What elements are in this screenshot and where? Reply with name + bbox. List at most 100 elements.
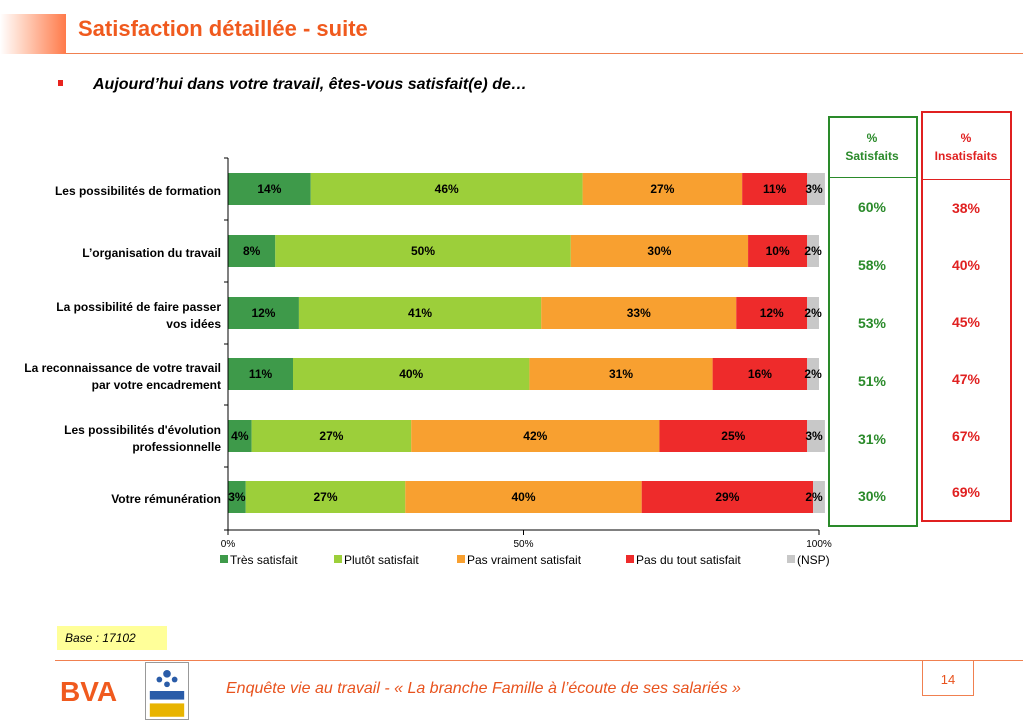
title-accent-bar — [0, 14, 66, 54]
bar-segment — [228, 173, 311, 205]
category-label: La reconnaissance de votre travail — [24, 361, 221, 375]
base-note: Base : 17102 — [57, 626, 167, 650]
bar-segment — [807, 420, 825, 452]
category-label: Votre rémunération — [111, 492, 221, 506]
data-label: 3% — [228, 490, 246, 504]
data-label: 8% — [243, 244, 261, 258]
bar-segment — [529, 358, 713, 390]
legend-label: Pas du tout satisfait — [636, 553, 741, 567]
bar-segment — [228, 235, 276, 267]
data-label: 11% — [763, 182, 787, 196]
insatisfaits-header-divider — [921, 179, 1012, 180]
satisfaits-value: 30% — [857, 488, 887, 504]
insatisfaits-value: 47% — [951, 371, 981, 387]
legend-swatch — [787, 555, 795, 563]
data-label: 16% — [748, 367, 772, 381]
legend-label: Très satisfait — [230, 553, 298, 567]
data-label: 25% — [721, 429, 745, 443]
data-label: 14% — [257, 182, 281, 196]
title-divider — [66, 53, 1023, 54]
insatisfaits-box — [921, 111, 1012, 522]
bar-segment — [807, 297, 819, 329]
data-label: 29% — [715, 490, 739, 504]
footer-divider — [55, 660, 1023, 661]
bar-segment — [245, 481, 406, 513]
axis-layer: 0% 50% 100% — [221, 157, 832, 550]
category-label: Les possibilités de formation — [55, 184, 221, 198]
insatisfaits-value: 40% — [951, 257, 981, 273]
category-label: Les possibilités d'évolution — [64, 423, 221, 437]
legend-label: (NSP) — [797, 553, 830, 567]
legend-layer: Très satisfait Plutôt satisfait Pas vraime… — [220, 553, 830, 567]
bar-segment — [641, 481, 814, 513]
bar-segment — [807, 173, 825, 205]
survey-question: Aujourd’hui dans votre travail, êtes-vou… — [93, 76, 527, 93]
satisfaits-box — [828, 116, 918, 527]
insatisfaits-header-line2: Insatisfaits — [934, 149, 998, 163]
data-label: 30% — [647, 244, 671, 258]
data-label: 12% — [251, 306, 275, 320]
bar-segment — [807, 358, 819, 390]
bar-segment — [742, 173, 808, 205]
data-label: 4% — [231, 429, 249, 443]
satisfaits-value: 60% — [857, 199, 887, 215]
bar-segment — [659, 420, 808, 452]
page-title: Satisfaction détaillée - suite — [78, 16, 368, 41]
bva-logo-text: BVA — [60, 676, 117, 706]
legend-swatch — [334, 555, 342, 563]
insatisfaits-value: 67% — [951, 428, 981, 444]
data-label: 40% — [399, 367, 423, 381]
category-label: par votre encadrement — [92, 378, 221, 392]
legend-swatch — [626, 555, 634, 563]
bar-segment — [807, 235, 819, 267]
data-label: 3% — [805, 429, 823, 443]
data-label: 3% — [805, 182, 823, 196]
satisfaits-value: 51% — [857, 373, 887, 389]
data-label: 10% — [766, 244, 790, 258]
bars-layer: 14% 46% 27% 11% 3% 8% 50% 30% 10% 2% 12% 41% 33% 12% 2… — [228, 173, 825, 513]
data-label: 2% — [804, 367, 822, 381]
bar-segment — [411, 420, 660, 452]
x-tick-label: 100% — [806, 539, 832, 550]
data-label: 2% — [804, 244, 822, 258]
data-label: 31% — [609, 367, 633, 381]
category-label: L’organisation du travail — [82, 246, 221, 260]
bar-segment — [251, 420, 412, 452]
bar-segment — [310, 173, 583, 205]
bar-segment — [228, 420, 252, 452]
data-label: 11% — [249, 367, 273, 381]
legend-label: Pas vraiment satisfait — [467, 553, 582, 567]
x-tick-label: 50% — [513, 539, 533, 550]
data-label: 27% — [319, 429, 343, 443]
bar-segment — [582, 173, 743, 205]
bar-segment — [813, 481, 825, 513]
bar-segment — [298, 297, 542, 329]
bva-logo: BVA — [60, 676, 117, 706]
satisfaits-header-divider — [828, 177, 918, 178]
bar-segment — [736, 297, 808, 329]
caf-logo — [145, 662, 189, 720]
data-label: 33% — [627, 306, 651, 320]
legend-swatch — [457, 555, 465, 563]
data-label: 2% — [804, 306, 822, 320]
category-label: professionnelle — [132, 440, 221, 454]
data-label: 27% — [650, 182, 674, 196]
satisfaits-value: 53% — [857, 315, 887, 331]
bar-segment — [541, 297, 737, 329]
page-number: 14 — [922, 660, 974, 696]
data-label: 46% — [435, 182, 459, 196]
data-label: 50% — [411, 244, 435, 258]
insatisfaits-header: % Insatisfaits — [926, 129, 1006, 165]
category-labels-layer: Les possibilités de formation L’organisat… — [24, 184, 221, 506]
insatisfaits-value: 45% — [951, 314, 981, 330]
stacked-bar-chart: 14% 46% 27% 11% 3% 8% 50% 30% 10% 2% 12% 41% 33% 12% 2… — [24, 157, 832, 567]
data-label: 27% — [313, 490, 337, 504]
x-tick-label: 0% — [221, 539, 236, 550]
category-label: La possibilité de faire passer — [56, 300, 221, 314]
insatisfaits-value: 38% — [951, 200, 981, 216]
satisfaits-header-line1: % — [866, 131, 878, 145]
legend-label: Plutôt satisfait — [344, 553, 419, 567]
bullet-icon — [58, 80, 63, 86]
bar-segment — [405, 481, 642, 513]
legend-swatch — [220, 555, 228, 563]
